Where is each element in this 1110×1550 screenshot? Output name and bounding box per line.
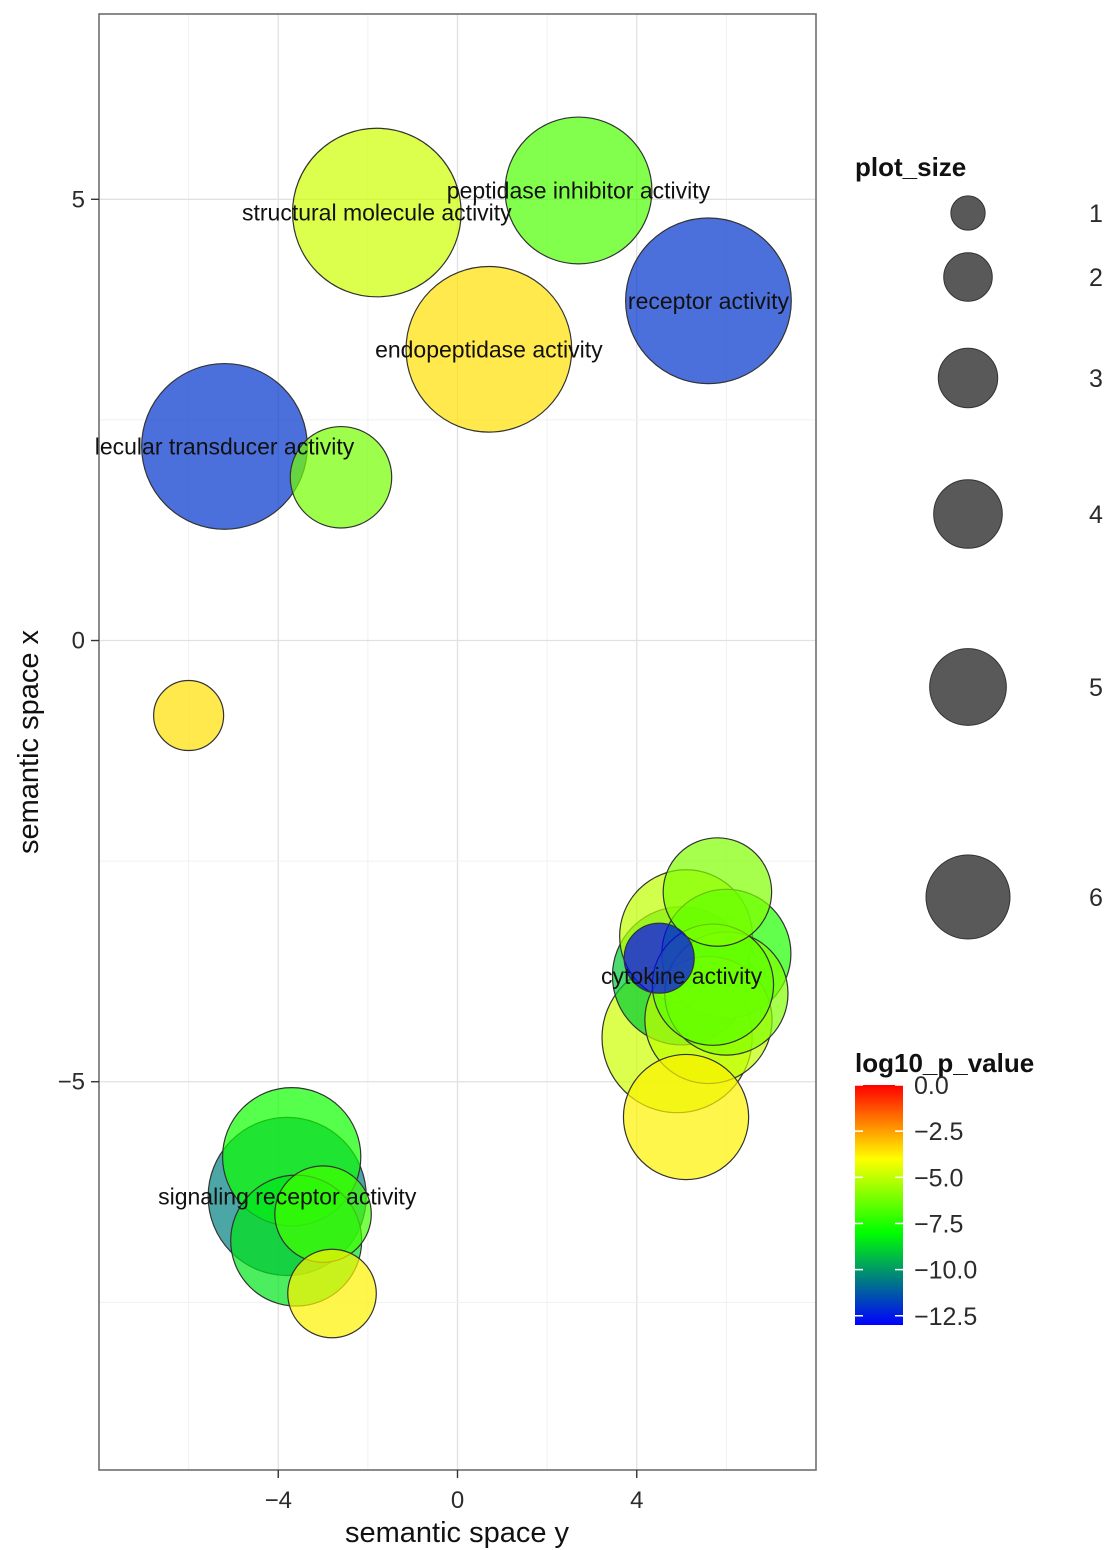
bubble-point	[291, 127, 462, 298]
color-legend-title: log10_p_value	[855, 1048, 1034, 1078]
bubble-label: lecular transducer activity	[95, 433, 355, 459]
size-legend-key	[925, 854, 1011, 940]
bubble-label: cytokine activity	[601, 963, 763, 989]
y-tick-label: −5	[58, 1069, 85, 1096]
colorbar-label: 0.0	[914, 1072, 949, 1100]
bubble-label: structural molecule activity	[242, 200, 512, 226]
colorbar-label: −5.0	[914, 1164, 963, 1192]
size-legend-key	[950, 195, 986, 231]
bubble-label: signaling receptor activity	[158, 1183, 417, 1209]
y-tick-label: 5	[72, 186, 85, 213]
bubble-point	[289, 425, 393, 529]
x-tick-label: 4	[630, 1487, 643, 1514]
bubble-point	[405, 265, 573, 433]
bubble-point	[625, 217, 792, 385]
bubble-point	[504, 116, 653, 265]
size-legend-key	[943, 252, 993, 302]
colorbar-label: −12.5	[914, 1303, 977, 1331]
bubble-point	[662, 837, 773, 947]
bubble-label: receptor activity	[628, 288, 790, 314]
size-legend: plot_size 1 2 3 4 5 6	[855, 152, 1103, 940]
size-legend-label: 5	[1089, 674, 1103, 702]
bubble-label: endopeptidase activity	[375, 336, 603, 362]
size-legend-label: 2	[1089, 264, 1103, 292]
color-legend: log10_p_value 0.0 −2.5 −5.0 −7.5 −10.0 −12.5	[855, 1048, 1034, 1331]
bubble-point	[287, 1248, 377, 1339]
size-legend-label: 3	[1089, 365, 1103, 393]
x-tick-label: −4	[265, 1487, 292, 1514]
size-legend-label: 1	[1089, 200, 1103, 228]
size-legend-key	[937, 347, 999, 409]
y-tick-label: 0	[72, 628, 85, 655]
bubble-point	[274, 1165, 372, 1263]
colorbar-label: −2.5	[914, 1118, 963, 1146]
bubble-point	[153, 679, 225, 752]
bubble-layer	[141, 116, 792, 1339]
y-axis-title: semantic space x	[13, 629, 45, 854]
size-legend-label: 6	[1089, 884, 1103, 912]
bubble-labels: receptor activity lecular transducer acti…	[95, 177, 790, 1209]
bubble-point	[623, 922, 695, 994]
bubble-label: peptidase inhibitor activity	[447, 177, 711, 203]
size-legend-label: 4	[1089, 501, 1103, 529]
size-legend-key	[929, 648, 1007, 726]
size-legend-title: plot_size	[855, 152, 966, 182]
colorbar-label: −10.0	[914, 1257, 977, 1285]
bubble-point	[622, 1053, 750, 1181]
colorbar-label: −7.5	[914, 1210, 963, 1238]
x-axis-title: semantic space y	[345, 1517, 570, 1549]
size-legend-key	[933, 479, 1003, 549]
colorbar	[855, 1085, 903, 1325]
x-tick-label: 0	[451, 1487, 464, 1514]
axes: −4 0 4 −5 0 5	[58, 186, 644, 1514]
